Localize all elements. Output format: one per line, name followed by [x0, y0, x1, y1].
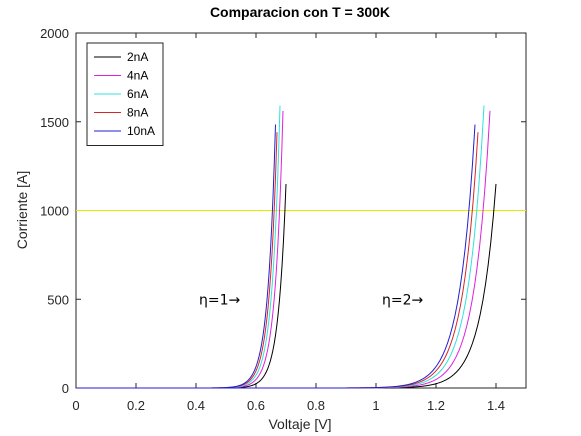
annotation: η=1→: [199, 292, 241, 308]
legend-label: 10nA: [127, 124, 155, 138]
series-line-8nA-eta1: [76, 132, 278, 389]
y-tick-label: 1000: [40, 204, 69, 219]
y-tick-label: 0: [62, 381, 69, 396]
y-tick-label: 2000: [40, 26, 69, 41]
x-tick-label: 1.4: [487, 398, 505, 413]
y-axis-label: Corriente [A]: [14, 171, 30, 250]
y-tick-label: 1500: [40, 115, 69, 130]
x-tick-label: 0.2: [127, 398, 145, 413]
series-line-10nA-eta1: [76, 124, 276, 389]
series-line-2nA-eta1: [76, 183, 287, 389]
annotation: η=2→: [382, 292, 424, 308]
x-tick-label: 0.4: [187, 398, 205, 413]
series-line-2nA-eta2: [76, 183, 497, 389]
x-tick-label: 0.6: [247, 398, 265, 413]
series-line-10nA-eta2: [76, 124, 476, 389]
legend-label: 4nA: [127, 69, 148, 83]
legend-label: 2nA: [127, 50, 148, 64]
series-line-6nA-eta1: [76, 105, 281, 389]
x-tick-label: 0: [72, 398, 79, 413]
x-tick-label: 1.2: [427, 398, 445, 413]
x-tick-label: 1: [372, 398, 379, 413]
plot-area: 0 0.2 0.4 0.6 0.8 1 1.2 1.4 0 500 1000 1500 2000 η=1→…: [40, 26, 527, 413]
y-tick-label: 500: [47, 292, 69, 307]
series-line-6nA-eta2: [76, 105, 485, 389]
series-line-4nA-eta1: [76, 110, 284, 389]
legend-label: 8nA: [127, 106, 148, 120]
legend-label: 6nA: [127, 87, 148, 101]
x-tick-label: 0.8: [307, 398, 325, 413]
chart-title: Comparacion con T = 300K: [210, 4, 390, 20]
x-axis-label: Voltaje [V]: [268, 416, 331, 432]
